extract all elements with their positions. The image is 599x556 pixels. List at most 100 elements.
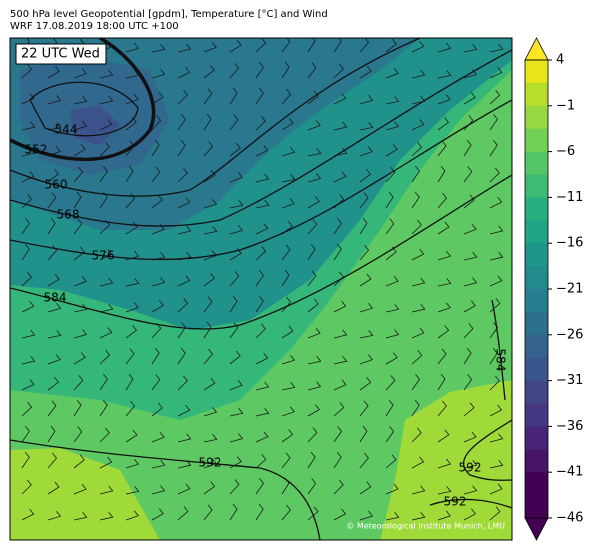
barb (47, 273, 60, 287)
barb (489, 404, 503, 417)
barb (463, 166, 473, 183)
colorbar-label: −1 (556, 98, 575, 113)
barb (359, 192, 369, 209)
barb (411, 511, 426, 521)
barb (333, 508, 347, 521)
barb (99, 399, 108, 417)
barb (73, 143, 86, 157)
barb (73, 512, 88, 521)
barb (359, 38, 370, 53)
contour (429, 498, 512, 509)
colorbar-cap (524, 517, 549, 541)
colorbar-label: −21 (556, 282, 583, 297)
barb (489, 167, 500, 183)
barb (307, 219, 318, 235)
barb (255, 223, 269, 235)
barb (203, 199, 218, 209)
barb (437, 140, 447, 157)
colorbar-label: −31 (556, 373, 583, 388)
map (10, 38, 512, 540)
barb (385, 399, 394, 417)
barb (411, 141, 423, 157)
colorbar-label: −46 (556, 511, 583, 526)
barb (151, 402, 163, 417)
barb (21, 355, 36, 365)
barb (73, 96, 88, 105)
barb (385, 454, 397, 469)
barb (73, 276, 87, 287)
barb (229, 379, 243, 391)
barb (21, 426, 30, 443)
barb (411, 69, 426, 79)
barb (437, 348, 447, 365)
barb (125, 193, 136, 209)
field (10, 448, 160, 540)
colorbar-label: 4 (556, 53, 564, 68)
barb (333, 355, 348, 365)
barb (333, 329, 348, 339)
barb (489, 225, 504, 235)
barb (177, 67, 191, 79)
barb (333, 426, 343, 443)
barb (229, 172, 243, 183)
barb (385, 38, 397, 53)
barb (21, 451, 30, 469)
contour (10, 49, 512, 227)
barb (99, 141, 111, 157)
barb (21, 301, 35, 313)
barb (281, 174, 296, 183)
colorbar-band (525, 495, 548, 519)
barb (333, 402, 345, 417)
colorbar-band (525, 128, 548, 153)
barb (21, 171, 35, 183)
barb (359, 425, 368, 443)
barb (203, 64, 215, 79)
barb (177, 225, 192, 235)
map-frame (9, 37, 513, 541)
barb (333, 271, 344, 287)
barb (281, 452, 291, 469)
credit: © Meteorological Institute Munich, LMU (346, 522, 505, 531)
barb (411, 427, 422, 443)
barb (307, 148, 322, 157)
contour-label: 544 (55, 123, 78, 137)
colorbar-label: −36 (556, 419, 583, 434)
barb (255, 199, 270, 209)
barb (281, 117, 294, 131)
barb (73, 329, 88, 339)
barb (229, 295, 238, 313)
barb (151, 69, 166, 79)
barb (151, 277, 166, 287)
contour-label: 592 (444, 495, 467, 509)
barb (489, 196, 503, 209)
colorbar-band (525, 357, 548, 382)
barb (203, 348, 214, 365)
barb (307, 38, 316, 53)
contour-labels: 544 552 560 568 576 584 584 592 592 592 (25, 123, 508, 509)
barb (21, 93, 35, 105)
barb (229, 479, 240, 495)
barb (151, 139, 160, 157)
barb (463, 252, 478, 261)
barb (463, 374, 473, 391)
barb (437, 43, 452, 53)
barb (125, 486, 140, 495)
barb (99, 277, 114, 287)
colorbar-band (525, 449, 548, 473)
barb (385, 512, 400, 521)
barb (229, 225, 244, 235)
barb (203, 273, 215, 287)
barb (307, 298, 319, 313)
barb (99, 166, 108, 183)
barb (47, 400, 57, 417)
barb (437, 400, 447, 417)
barb (255, 407, 270, 417)
contour-label: 568 (57, 208, 80, 222)
barb (99, 485, 114, 495)
barb (489, 375, 500, 391)
barb (229, 114, 239, 131)
barb (229, 350, 241, 365)
time-box (15, 43, 107, 65)
barb (489, 89, 501, 105)
barb (255, 88, 264, 105)
